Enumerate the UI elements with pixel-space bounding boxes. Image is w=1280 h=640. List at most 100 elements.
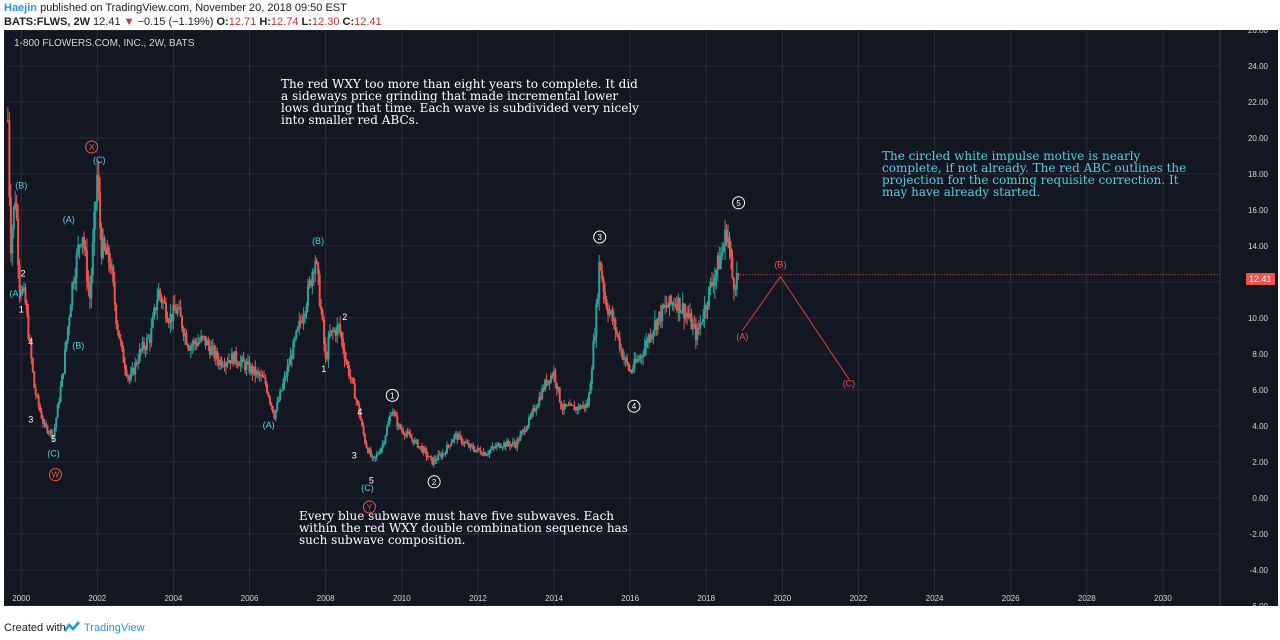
candle-body (350, 377, 353, 379)
candle-body (407, 431, 410, 435)
candle-body (194, 340, 197, 344)
candle-body (282, 383, 285, 390)
candle-body (485, 454, 488, 456)
candle-body (236, 362, 239, 366)
candle-body (557, 387, 560, 390)
circle-wave-label: 4 (632, 402, 637, 411)
candle-body (320, 306, 323, 310)
candle-body (400, 428, 403, 430)
candle-body (53, 427, 56, 436)
candle-body (347, 364, 350, 376)
x-tick-label: 2002 (88, 594, 106, 603)
candle-body (200, 336, 203, 342)
candle-body (541, 388, 544, 400)
candle-body (448, 445, 451, 447)
candle-body (555, 382, 558, 390)
candle-body (667, 307, 670, 309)
chart-canvas[interactable]: 26.0024.0022.0020.0018.0016.0014.0012.00… (4, 30, 1278, 606)
chart-panel[interactable]: 26.0024.0022.0020.0018.0016.0014.0012.00… (4, 30, 1278, 606)
candle-body (308, 280, 311, 286)
candle-body (154, 307, 157, 311)
candle-body (321, 309, 324, 320)
candle-body (327, 336, 330, 360)
candle-body (568, 403, 571, 406)
candle-body (163, 301, 166, 303)
candle-body (607, 308, 610, 315)
candle-body (106, 247, 109, 255)
candle-body (435, 460, 438, 462)
candle-body (52, 435, 55, 437)
candle-body (306, 285, 309, 307)
candle-body (287, 365, 290, 367)
candle-body (137, 361, 140, 365)
candle-body (99, 191, 102, 229)
candle-body (466, 442, 469, 444)
candle-body (257, 371, 260, 374)
candle-body (271, 406, 274, 413)
author-link[interactable]: Haejin (4, 2, 38, 14)
candle-body (126, 375, 129, 377)
candle-body (299, 320, 302, 322)
candle-body (712, 284, 715, 286)
y-tick-label: 4.00 (1252, 422, 1268, 431)
wave-label: 4 (28, 337, 33, 347)
candle-body (656, 317, 659, 330)
candle-body (213, 345, 216, 359)
candle-body (69, 305, 72, 318)
candle-body (386, 426, 389, 436)
candle-body (637, 359, 640, 361)
tradingview-link[interactable]: TradingView (84, 622, 145, 634)
x-tick-label: 2024 (926, 594, 944, 603)
candle-body (368, 449, 371, 453)
candle-body (285, 376, 288, 378)
candle-body (563, 403, 566, 410)
candle-body (94, 202, 97, 213)
candle-body (12, 206, 15, 230)
candle-body (309, 280, 312, 286)
candle-body (312, 272, 315, 274)
created-with-label: Created with (4, 622, 66, 634)
candle-body (388, 415, 391, 422)
candle-body (242, 357, 245, 363)
candle-body (621, 349, 624, 360)
candle-body (185, 332, 188, 345)
wave-label: (A) (736, 332, 748, 342)
candle-body (560, 401, 563, 410)
candle-body (246, 361, 249, 363)
candle-body (472, 446, 475, 450)
candle-body (426, 456, 429, 458)
candle-body (601, 270, 604, 280)
candle-body (238, 365, 241, 367)
candle-body (315, 260, 318, 263)
candle-body (302, 316, 305, 323)
candle-body (135, 362, 138, 365)
candle-body (11, 229, 14, 254)
candle-body (159, 289, 162, 297)
candle-body (463, 441, 466, 444)
candle-body (465, 441, 468, 443)
high-label: H: (259, 16, 271, 28)
candle-body (520, 431, 523, 435)
candle-body (314, 260, 317, 273)
candle-body (254, 366, 257, 376)
wave-label: (A) (63, 215, 75, 225)
candle-body (170, 314, 173, 322)
candle-body (311, 272, 314, 286)
candle-body (230, 353, 233, 364)
candle-body (49, 430, 52, 433)
candle-body (489, 449, 492, 451)
candle-body (289, 355, 292, 366)
candle-body (416, 439, 419, 448)
candle-body (514, 444, 517, 448)
low-label: L: (301, 16, 312, 28)
candle-body (732, 278, 735, 290)
candle-body (507, 440, 510, 445)
candle-body (66, 326, 69, 341)
candle-body (207, 340, 210, 347)
candle-body (17, 218, 20, 265)
circle-wave-label: 1 (390, 391, 395, 400)
candle-body (729, 247, 732, 258)
candle-body (340, 332, 343, 339)
candle-body (453, 434, 456, 440)
candle-body (671, 302, 674, 304)
